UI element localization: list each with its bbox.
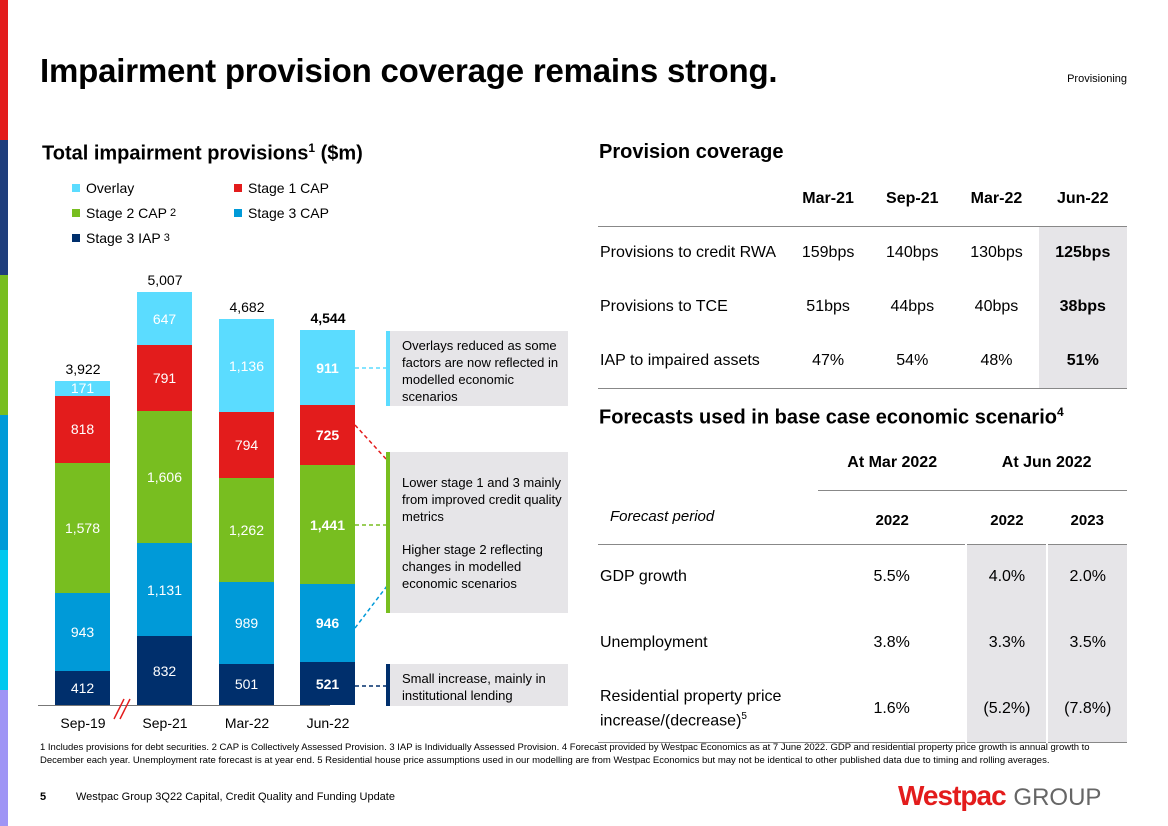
row-label: Provisions to credit RWA [600,244,777,262]
cell: 54% [896,351,929,369]
accent-stripe [0,415,8,550]
bar-total: 4,544 [310,310,346,327]
note-overlay: Overlays reduced as some factors are now… [386,331,568,406]
cell: 159bps [801,244,855,262]
bar-segment: 791 [137,345,192,411]
cell: 44bps [890,298,935,315]
page-title: Impairment provision coverage remains st… [40,52,778,89]
bar-segment: 1,262 [219,477,274,583]
bar-segment: 647 [137,291,192,346]
cell: (5.2%) [965,676,1048,742]
x-axis [38,705,330,706]
x-tick-label: Jun-22 [306,715,350,731]
bar-segment: 521 [300,662,355,705]
cell: 125bps [1038,226,1127,280]
col-header: Mar-22 [970,189,1023,207]
section-tag: Provisioning [1067,73,1127,85]
legend-stage3iap: Stage 3 IAP 3 [72,230,170,246]
cell: 130bps [970,244,1023,262]
bar-segment: 818 [55,395,110,464]
legend-stage1: Stage 1 CAP [234,180,329,196]
bar-segment: 946 [300,583,355,662]
year: 2023 [1070,511,1104,529]
accent-stripe [0,0,8,140]
cell: 40bps [974,298,1019,315]
cell: 51% [1038,334,1127,388]
bar-segment: 1,131 [137,543,192,637]
legend-stage2: Stage 2 CAP 2 [72,205,176,221]
accent-stripe [0,140,8,275]
page-number: 5 [40,791,47,803]
cell: (7.8%) [1046,676,1127,742]
row-label: IAP to impaired assets [600,351,760,369]
row-label: Unemployment [600,634,708,651]
axis-break-icon [113,698,131,720]
note-stages: Lower stage 1 and 3 mainly from improved… [386,452,568,613]
westpac-logo: Westpac GROUP [898,780,1102,811]
chart-heading: Total impairment provisions1 ($m) [42,141,363,165]
bar-segment: 989 [219,582,274,664]
period-label: Forecast period [610,508,715,526]
bar-segment: 1,606 [137,410,192,544]
table-row: Provisions to credit RWA 159bps 140bps 130b… [598,226,1127,280]
legend-overlay: Overlay [72,180,134,196]
coverage-table: Mar-21 Sep-21 Mar-22 Jun-22 Provisions to c… [598,172,1127,389]
cell: 51bps [806,298,850,315]
accent-stripe [0,690,8,826]
bar-segment: 911 [300,330,355,406]
bar-segment: 1,136 [219,318,274,413]
col-header: Mar-21 [802,189,854,207]
coverage-heading: Provision coverage [599,141,784,163]
cell: 47% [812,351,845,369]
cell: 38bps [1038,280,1127,334]
bar-segment: 943 [55,593,110,671]
bar-segment: 1,578 [55,463,110,594]
bar-segment: 412 [55,671,110,705]
cell: 5.5% [873,568,910,586]
cell: 1.6% [873,699,910,717]
x-tick-label: Sep-21 [142,715,188,731]
bar-segment: 171 [55,380,110,396]
table-row: IAP to impaired assets 47% 54% 48% 51% [598,334,1127,388]
legend-stage3cap: Stage 3 CAP [234,205,329,221]
cell: 3.5% [1046,610,1127,676]
cell: 48% [980,351,1013,369]
group-header: At Jun 2022 [966,436,1127,491]
bar-total: 5,007 [147,271,183,288]
bar-total: 4,682 [229,298,265,315]
row-label: Provisions to TCE [600,298,728,315]
x-tick-label: Sep-19 [60,715,106,731]
bar-total: 3,922 [65,361,101,378]
year: 2022 [990,511,1024,529]
cell: 3.3% [965,610,1048,676]
bar-segment: 1,441 [300,465,355,584]
forecasts-table: At Mar 2022 At Jun 2022 Forecast period 2… [598,436,1127,743]
connector-lines [355,367,387,687]
table-row: GDP growth 5.5% 4.0% 2.0% [598,544,1127,610]
year: 2022 [875,511,909,529]
table-row: Unemployment 3.8% 3.3% 3.5% [598,610,1127,676]
note-iap: Small increase, mainly in institutional … [386,664,568,706]
forecasts-heading: Forecasts used in base case economic sce… [599,405,1064,429]
bar-segment: 832 [137,636,192,705]
group-header: At Mar 2022 [818,436,967,491]
footer-text: Westpac Group 3Q22 Capital, Credit Quali… [76,791,395,803]
row-label: Residential property price increase/(dec… [600,687,782,729]
col-header: Jun-22 [1038,172,1127,226]
footnote: 1 Includes provisions for debt securitie… [40,742,1090,766]
bar-segment: 501 [219,663,274,705]
x-tick-label: Mar-22 [224,715,270,731]
table-row: Residential property price increase/(dec… [598,676,1127,742]
cell: 3.8% [873,634,910,651]
col-header: Sep-21 [886,189,939,207]
bar-segment: 725 [300,405,355,466]
cell: 4.0% [965,544,1048,610]
cell: 2.0% [1046,544,1127,610]
cell: 140bps [886,244,939,262]
accent-stripe [0,550,8,690]
bar-segment: 794 [219,412,274,478]
accent-stripe [0,275,8,415]
table-row: Provisions to TCE 51bps 44bps 40bps 38bps [598,280,1127,334]
row-label: GDP growth [600,568,687,586]
